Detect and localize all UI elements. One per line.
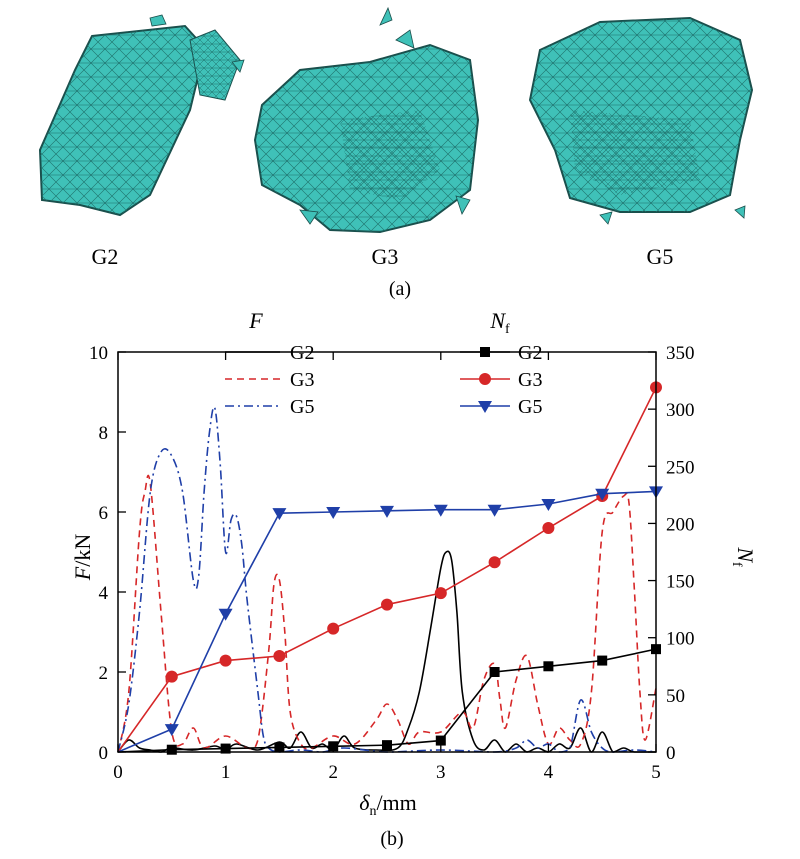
- nf-point-g3: [219, 654, 232, 667]
- legend-f-title: F: [248, 308, 263, 333]
- legend-f-entry: G3: [290, 369, 314, 391]
- x-axis-label: δn/mm: [359, 790, 417, 819]
- nf-point-g2: [166, 744, 177, 755]
- sample-label-g2: G2: [92, 244, 119, 269]
- y-left-tick-label: 4: [99, 583, 109, 604]
- legend-n-marker: [479, 373, 491, 385]
- curve-layer: [117, 406, 657, 753]
- y-left-tick-label: 0: [99, 743, 109, 764]
- nf-line-g3: [117, 387, 657, 753]
- nf-point-g2: [274, 742, 285, 753]
- y-left-tick-label: 2: [99, 663, 109, 684]
- legend-n-entry: G3: [518, 369, 542, 391]
- y-left-tick-label: 6: [99, 503, 109, 524]
- legend-n-entry: G5: [518, 396, 542, 418]
- x-tick-label: 0: [113, 762, 123, 783]
- y-right-tick-label: 300: [666, 400, 695, 421]
- nf-point-g3: [165, 670, 178, 683]
- y-right-tick-label: 100: [666, 629, 695, 650]
- legend-f-entry: G2: [290, 342, 314, 364]
- nf-point-g2: [597, 655, 608, 666]
- x-tick-label: 4: [544, 762, 554, 783]
- sample-label-g5: G5: [647, 244, 674, 269]
- nf-point-g5: [218, 608, 233, 621]
- nf-point-g3: [488, 556, 501, 569]
- legend-n: G2 G3 G5: [460, 342, 542, 418]
- nf-point-g5: [272, 508, 287, 521]
- x-tick-label: 3: [436, 762, 446, 783]
- x-tick-label: 1: [221, 762, 231, 783]
- nf-point-g2: [382, 740, 392, 751]
- nf-point-g5: [326, 507, 341, 519]
- nf-point-g3: [273, 650, 286, 662]
- nf-point-g5: [595, 488, 610, 501]
- legend-n-marker: [478, 401, 492, 413]
- nf-point-g3: [381, 598, 393, 611]
- x-tick-label: 5: [651, 762, 661, 783]
- nf-point-g5: [487, 504, 502, 517]
- force-curve-g3: [117, 474, 657, 753]
- rock-g2: [38, 14, 245, 217]
- y-right-tick-label: 350: [666, 343, 695, 364]
- y-right-tick-label: 250: [666, 457, 695, 478]
- rock-g3: [253, 6, 480, 234]
- nf-point-g5: [164, 724, 179, 737]
- y-axis-right-label: Nf: [729, 546, 758, 567]
- y-left-tick-label: 8: [99, 423, 109, 444]
- y-right-tick-label: 50: [666, 686, 685, 707]
- legend-n-entry: G2: [518, 342, 542, 364]
- y-axis-left-label: F/kN: [70, 534, 95, 582]
- panel-a-label: (a): [389, 278, 411, 300]
- legend-f: G2 G3 G5: [225, 342, 314, 418]
- nf-point-g2: [543, 661, 554, 672]
- nf-point-g5: [380, 505, 394, 518]
- nf-line-g5: [117, 490, 657, 753]
- legend-n-title: Nf: [489, 308, 510, 337]
- nf-point-g5: [433, 504, 448, 517]
- y-right-tick-label: 200: [666, 514, 695, 535]
- legend-f-entry: G5: [290, 396, 314, 418]
- legend-n-marker: [480, 347, 490, 357]
- nf-point-g3: [327, 622, 340, 635]
- nf-point-g2: [489, 667, 500, 677]
- sample-label-g3: G3: [372, 244, 399, 269]
- nf-point-g2: [435, 735, 446, 746]
- nf-point-g3: [434, 587, 447, 600]
- plot-frame: [117, 351, 657, 753]
- panel-b-label: (b): [380, 828, 403, 850]
- y-left-tick-label: 10: [89, 343, 108, 364]
- y-right-tick-label: 150: [666, 572, 695, 593]
- x-tick-label: 2: [328, 762, 338, 783]
- y-right-tick-label: 0: [666, 743, 676, 764]
- rock-g5: [528, 16, 754, 225]
- force-curve-g5: [117, 406, 657, 753]
- nf-point-g3: [542, 522, 555, 534]
- marker-layer: [117, 381, 663, 755]
- nf-point-g5: [541, 499, 556, 511]
